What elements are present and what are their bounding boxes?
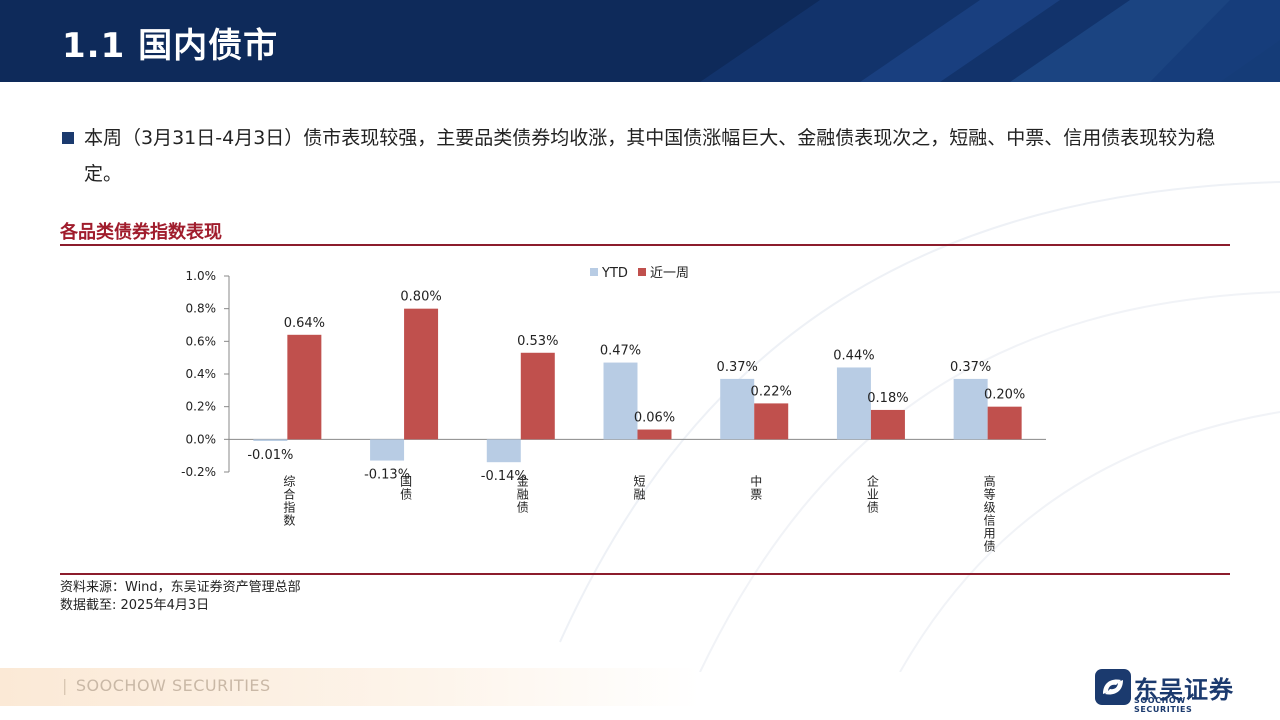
logo-name: 东吴证券 [1134,676,1234,704]
bar-ytd [486,439,521,463]
chart-bars [253,308,1022,463]
x-category-label: 高等级信用债 [984,473,996,553]
y-tick-label: 1.0% [186,269,217,283]
bar-ytd [720,378,755,440]
bar-ytd [953,378,988,440]
chart-bottom-rule [60,573,1230,575]
bar-ytd [253,439,288,441]
header-banner: 1.1 国内债市 [0,0,1280,82]
bar-ytd [836,367,871,440]
bar-value-label: 0.53% [517,334,558,349]
footer-brand-text: SOOCHOW SECURITIES [75,676,271,695]
chart-labels: -0.01% 0.64% 综合指数 -0.13% 0.80% 国债 -0.14% 0.53% 金… [247,290,1025,554]
y-tick-label: 0.2% [186,400,217,414]
logo-subtitle: SOOCHOW SECURITIES [1134,696,1193,714]
bar-value-label: 0.06% [634,411,675,426]
bar-week [404,308,439,440]
bar-week [287,334,322,440]
source-line: 资料来源：Wind，东吴证券资产管理总部 [60,580,301,595]
legend-label: 近一周 [650,266,689,281]
x-category-label: 中票 [750,473,762,501]
bar-week [754,403,789,440]
source-note: 资料来源：Wind，东吴证券资产管理总部 数据截至: 2025年4月3日 [60,579,301,615]
x-category-label: 综合指数 [283,474,295,527]
y-tick-label: 0.6% [186,334,217,348]
bar-ytd [370,439,405,461]
bar-week [870,409,905,440]
y-tick-label: -0.2% [181,465,216,479]
footer-brand: | SOOCHOW SECURITIES [62,676,271,695]
x-category-label: 金融债 [517,473,529,514]
bar-week [987,406,1022,440]
legend-label: YTD [601,266,628,281]
chart-axes: -0.2% 0.0% 0.2% 0.4% 0.6% 0.8% 1.0% [181,269,1046,479]
logo-mark-icon [1095,669,1131,705]
y-tick-label: 0.4% [186,367,217,381]
background-arcs [559,181,1280,672]
bar-value-label: 0.44% [833,348,874,363]
bar-value-label: 0.22% [751,384,792,399]
data-date-line: 数据截至: 2025年4月3日 [60,598,210,613]
legend-swatch [638,268,646,276]
bar-value-label: -0.13% [364,468,410,483]
bullet-marker [62,132,74,144]
bar-value-label: 0.37% [950,360,991,375]
bar-week [520,352,555,440]
x-category-label: 国债 [400,474,412,501]
bar-week [637,429,672,440]
bar-value-label: 0.80% [400,290,441,305]
page-title: 1.1 国内债市 [62,26,279,66]
chart-legend: YTD 近一周 [590,266,689,281]
y-tick-label: 0.0% [186,432,217,446]
company-logo: 东吴证券 SOOCHOW SECURITIES [1094,668,1244,714]
bar-value-label: 0.37% [717,360,758,375]
bar-value-label: 0.47% [600,344,641,359]
summary-text: 本周（3月31日-4月3日）债市表现较强，主要品类债券均收涨，其中国债涨幅巨大、… [84,127,1216,185]
chart-title: 各品类债券指数表现 [60,222,222,243]
legend-swatch [590,268,598,276]
x-category-label: 企业债 [867,473,879,514]
bar-value-label: 0.18% [867,391,908,406]
y-tick-label: 0.8% [186,302,217,316]
bar-value-label: 0.64% [284,316,325,331]
footer-band [0,668,700,706]
footer-separator: | [62,676,68,695]
bar-value-label: -0.01% [247,448,293,463]
bar-value-label: 0.20% [984,388,1025,403]
x-category-label: 短融 [633,474,645,501]
chart-top-rule [60,244,1230,246]
bar-ytd [603,362,638,440]
bar-value-label: -0.14% [481,469,527,484]
banner-decoration [700,0,1280,82]
